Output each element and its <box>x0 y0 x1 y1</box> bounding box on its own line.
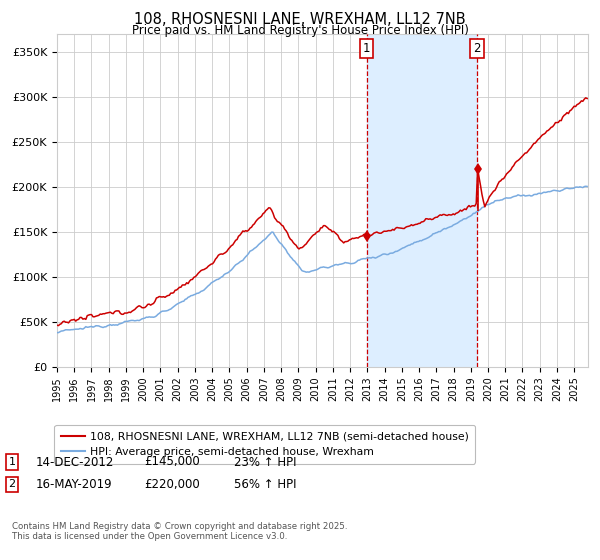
Text: Contains HM Land Registry data © Crown copyright and database right 2025.
This d: Contains HM Land Registry data © Crown c… <box>12 522 347 542</box>
Text: 2: 2 <box>8 479 16 489</box>
Legend: 108, RHOSNESNI LANE, WREXHAM, LL12 7NB (semi-detached house), HPI: Average price: 108, RHOSNESNI LANE, WREXHAM, LL12 7NB (… <box>55 425 475 464</box>
Text: 14-DEC-2012: 14-DEC-2012 <box>36 455 115 469</box>
Text: Price paid vs. HM Land Registry's House Price Index (HPI): Price paid vs. HM Land Registry's House … <box>131 24 469 36</box>
Text: 108, RHOSNESNI LANE, WREXHAM, LL12 7NB: 108, RHOSNESNI LANE, WREXHAM, LL12 7NB <box>134 12 466 27</box>
Bar <box>367 34 477 367</box>
Text: £220,000: £220,000 <box>144 478 200 491</box>
Text: 16-MAY-2019: 16-MAY-2019 <box>36 478 113 491</box>
Text: 2: 2 <box>473 42 481 55</box>
Text: 1: 1 <box>363 42 370 55</box>
Text: £145,000: £145,000 <box>144 455 200 469</box>
Text: 56% ↑ HPI: 56% ↑ HPI <box>234 478 296 491</box>
Text: 23% ↑ HPI: 23% ↑ HPI <box>234 455 296 469</box>
Text: 1: 1 <box>8 457 16 467</box>
